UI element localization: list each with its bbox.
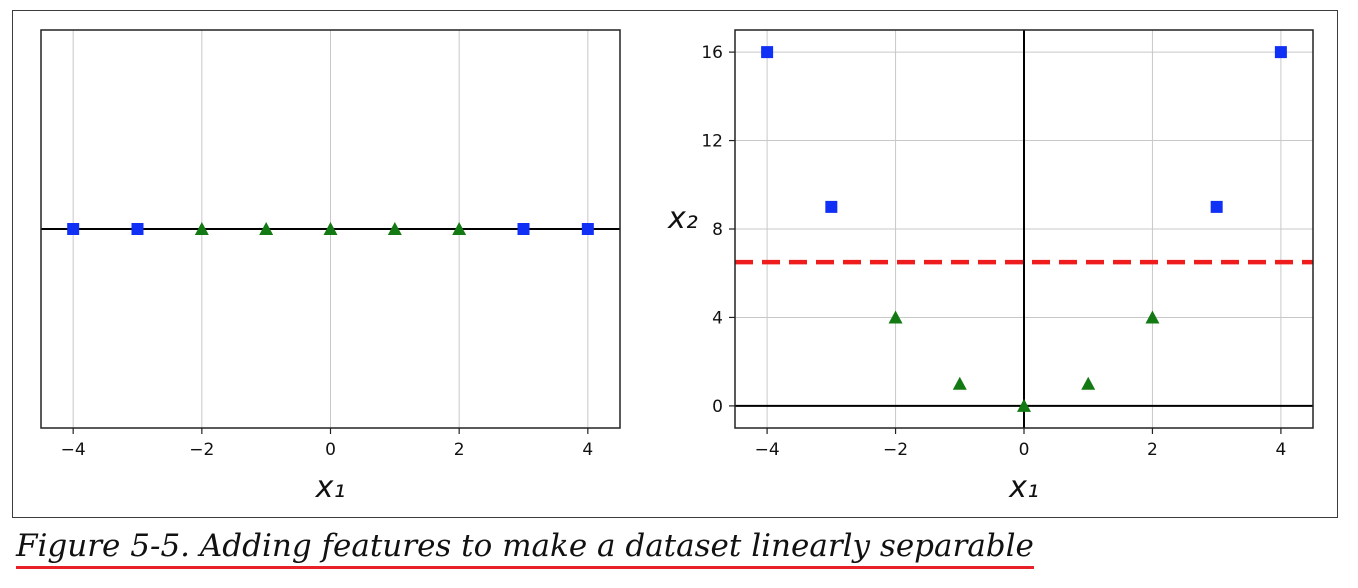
x-axis-label: x₁ bbox=[1008, 470, 1039, 505]
x-tick-label: −4 bbox=[61, 440, 86, 460]
x-tick-label: 2 bbox=[1147, 440, 1158, 460]
y-tick-label: 16 bbox=[701, 43, 723, 63]
figure-caption: Figure 5-5. Adding features to make a da… bbox=[16, 528, 1034, 570]
triangle-marker bbox=[194, 222, 209, 235]
figure-frame bbox=[12, 10, 1338, 518]
x-tick-label: −2 bbox=[883, 440, 908, 460]
x-tick-label: 2 bbox=[454, 440, 465, 460]
y-axis-label: x₂ bbox=[667, 201, 698, 236]
triangle-marker bbox=[323, 222, 338, 235]
triangle-marker bbox=[387, 222, 402, 235]
square-marker bbox=[67, 223, 80, 235]
y-tick-label: 12 bbox=[701, 132, 723, 152]
square-marker bbox=[825, 200, 838, 213]
chart-1d-dataset: −4 −2 0 2 4 x₁ bbox=[40, 29, 621, 505]
square-marker bbox=[761, 46, 774, 59]
x-tick-label: 4 bbox=[1275, 440, 1286, 460]
y-tick-label: 4 bbox=[712, 308, 723, 328]
triangle-marker bbox=[452, 222, 467, 235]
square-marker bbox=[517, 223, 530, 235]
chart-2d-transformed-dataset: −4 −2 0 2 4 0 4 8 12 16 x₁ x₂ bbox=[667, 29, 1314, 505]
x-axis-label: x₁ bbox=[315, 470, 346, 505]
triangle-marker bbox=[952, 376, 967, 390]
x-tick-label: 0 bbox=[325, 440, 336, 460]
x-tick-label: −2 bbox=[189, 440, 214, 460]
square-marker bbox=[1210, 200, 1223, 213]
figure-charts: −4 −2 0 2 4 x₁ −4 −2 0 2 4 0 4 8 12 16 x₁ x₂ bbox=[40, 29, 1314, 505]
y-tick-label: 0 bbox=[712, 397, 723, 417]
x-tick-label: 0 bbox=[1019, 440, 1030, 460]
x-tick-label: 4 bbox=[582, 440, 593, 460]
triangle-marker bbox=[259, 222, 274, 235]
y-tick-label: 8 bbox=[712, 220, 723, 240]
x-tick-label: −4 bbox=[755, 440, 780, 460]
triangle-marker bbox=[888, 310, 903, 324]
square-marker bbox=[581, 223, 594, 235]
triangle-marker bbox=[1017, 398, 1031, 412]
triangle-marker bbox=[1145, 310, 1160, 324]
square-marker bbox=[1274, 46, 1287, 59]
square-marker bbox=[131, 223, 144, 235]
triangle-marker bbox=[1081, 376, 1096, 390]
